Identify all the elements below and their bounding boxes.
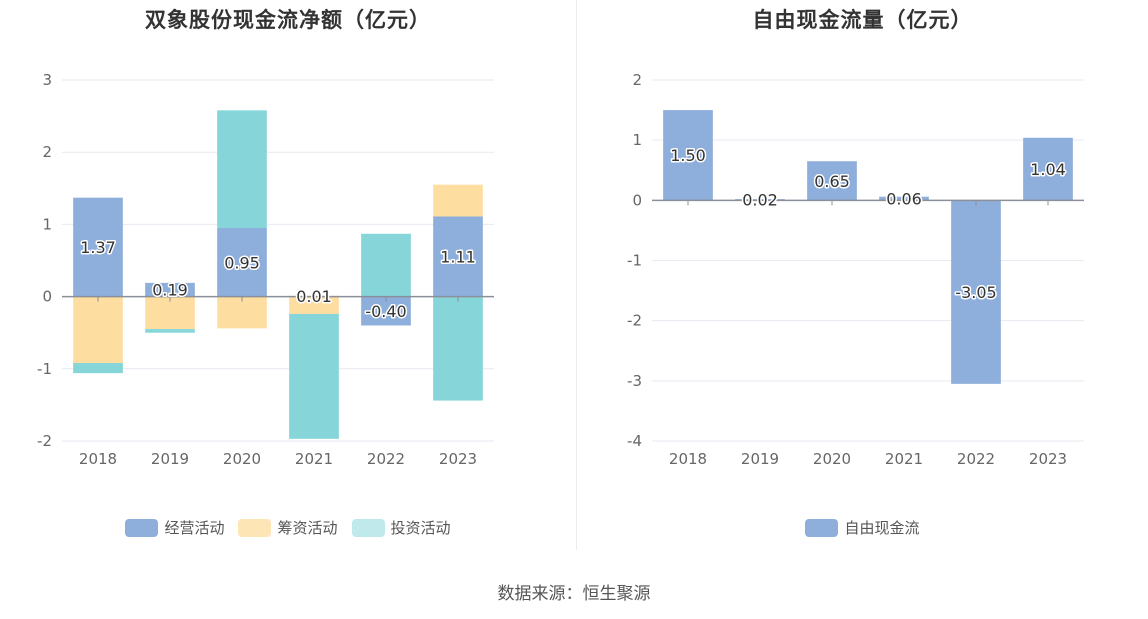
x-tick-label: 2022: [957, 450, 995, 468]
bar: [663, 110, 713, 201]
free-cash-flow-chart: -4 -3 -2 -1 0 1 2 2018 2019 2020 2021 2022 2023 1.50 0…: [627, 71, 1084, 468]
data-label: -3.05: [955, 283, 996, 302]
legend-swatch: [351, 518, 385, 537]
y-tick-label: -1: [37, 360, 52, 378]
x-tick-label: 2023: [439, 450, 477, 468]
legend-label: 筹资活动: [277, 519, 338, 537]
x-tick-label: 2019: [741, 450, 779, 468]
data-label: 0.19: [152, 281, 188, 300]
legend-swatch: [805, 518, 839, 537]
cash-flow-chart: -2 -1 0 1 2 3 2018 2019 2020 2021 2022 2023 1.37 0.19…: [37, 71, 494, 468]
bar: [145, 282, 195, 297]
x-tick-label: 2023: [1029, 450, 1067, 468]
chart-title: 双象股份现金流净额（亿元）: [145, 8, 431, 32]
bar: [289, 296, 339, 314]
bar: [73, 197, 123, 297]
bar: [289, 313, 339, 439]
y-tick-label: -1: [627, 252, 642, 270]
y-tick-label: 2: [632, 71, 642, 89]
legend-label: 自由现金流: [844, 519, 920, 537]
legend-swatch: [125, 518, 159, 537]
data-label: 1.37: [80, 238, 116, 257]
bar: [807, 161, 857, 201]
data-label: -0.40: [365, 302, 406, 321]
legend: 经营活动 筹资活动 投资活动: [0, 517, 576, 538]
bar: [145, 329, 195, 333]
y-tick-label: 1: [632, 131, 642, 149]
bar: [951, 200, 1001, 384]
bar: [879, 196, 929, 201]
bar: [217, 110, 267, 229]
bar: [433, 296, 483, 401]
data-label: 1.04: [1030, 160, 1066, 179]
bar: [217, 228, 267, 297]
cash-flow-chart-panel: 双象股份现金流净额（亿元） -2 -1 0 1 2 3 2018 2019 2020 2021 20…: [0, 0, 576, 560]
data-label: 0.01: [296, 287, 332, 306]
x-tick-label: 2021: [295, 450, 333, 468]
legend-item-financing[interactable]: 筹资活动: [238, 517, 338, 538]
bar: [217, 296, 267, 329]
chart-title: 自由现金流量（亿元）: [752, 8, 973, 32]
bar: [145, 296, 195, 330]
y-tick-label: -3: [627, 372, 642, 390]
y-tick-label: 2: [42, 143, 52, 161]
legend: 自由现金流: [577, 517, 1148, 538]
bar: [433, 216, 483, 297]
legend-label: 经营活动: [164, 519, 225, 537]
data-label: 0.02: [742, 191, 778, 210]
y-tick-label: 1: [42, 215, 52, 233]
y-tick-label: 0: [42, 288, 52, 306]
legend-item-investing[interactable]: 投资活动: [351, 517, 451, 538]
x-tick-label: 2022: [367, 450, 405, 468]
x-tick-label: 2021: [885, 450, 923, 468]
y-tick-label: -2: [37, 432, 52, 450]
bar: [433, 184, 483, 217]
free-cash-flow-chart-panel: 自由现金流量（亿元） -4 -3 -2 -1 0 1 2 2018 2019 2020 2021 20…: [577, 0, 1148, 560]
y-tick-label: -4: [627, 432, 642, 450]
legend-item-operating[interactable]: 经营活动: [125, 517, 224, 538]
x-tick-label: 2019: [151, 450, 189, 468]
data-label: 1.50: [670, 146, 706, 165]
bar: [73, 296, 123, 364]
data-label: 0.65: [814, 172, 850, 191]
legend-label: 投资活动: [390, 519, 451, 537]
y-tick-label: 0: [632, 191, 642, 209]
x-tick-label: 2020: [813, 450, 851, 468]
data-label: 1.11: [440, 248, 476, 267]
bar: [1023, 137, 1073, 201]
bar: [73, 363, 123, 374]
legend-swatch: [238, 518, 272, 537]
panel-divider: [576, 0, 577, 550]
y-tick-label: 3: [42, 71, 52, 89]
x-tick-label: 2020: [223, 450, 261, 468]
source-note: 数据来源：恒生聚源: [497, 584, 651, 604]
bar: [361, 233, 411, 297]
data-label: 0.95: [224, 253, 260, 272]
x-tick-label: 2018: [669, 450, 707, 468]
x-tick-label: 2018: [79, 450, 117, 468]
legend-item-free-cash-flow[interactable]: 自由现金流: [805, 517, 920, 538]
data-label: 0.06: [886, 190, 922, 209]
y-tick-label: -2: [627, 312, 642, 330]
